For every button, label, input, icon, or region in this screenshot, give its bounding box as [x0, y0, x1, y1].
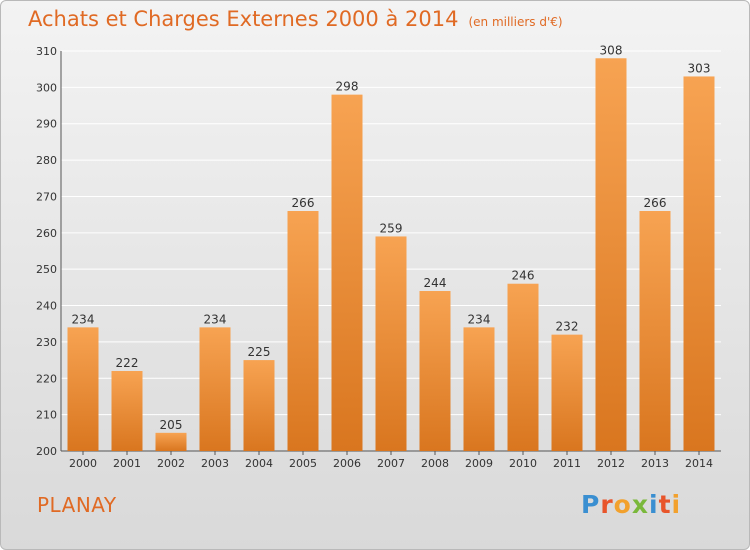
x-tick-label: 2006 — [333, 457, 361, 470]
logo-letter: i — [671, 490, 682, 519]
y-tick-label: 240 — [36, 300, 57, 313]
logo-letter: i — [649, 490, 659, 519]
bar — [419, 291, 451, 451]
y-tick-label: 230 — [36, 336, 57, 349]
bar — [111, 371, 143, 451]
x-tick-label: 2011 — [553, 457, 581, 470]
data-label: 232 — [556, 320, 579, 334]
bar — [683, 76, 715, 452]
x-tick-label: 2003 — [201, 457, 229, 470]
x-tick-label: 2004 — [245, 457, 273, 470]
data-label: 234 — [204, 312, 227, 326]
bar — [551, 334, 583, 451]
x-tick-label: 2002 — [157, 457, 185, 470]
data-labels: 234 222 205 234 225 266 298 259 244 234 246 232 308 2… — [72, 43, 711, 432]
data-label: 259 — [380, 221, 403, 235]
bar — [463, 327, 495, 451]
y-tick-label: 300 — [36, 81, 57, 94]
place-name: PLANAY — [37, 493, 117, 517]
x-tick-label: 2007 — [377, 457, 405, 470]
y-tick-label: 210 — [36, 409, 57, 422]
y-tick-label: 290 — [36, 118, 57, 131]
y-tick-labels: 200 210 220 230 240 250 260 270 280 290 300 310 — [36, 45, 57, 458]
y-tick-label: 310 — [36, 45, 57, 58]
x-tick-label: 2012 — [597, 457, 625, 470]
x-tick-label: 2013 — [641, 457, 669, 470]
data-label: 244 — [424, 276, 447, 290]
bar — [155, 432, 187, 451]
bar — [287, 211, 319, 451]
bar — [243, 360, 275, 451]
data-label: 234 — [468, 312, 491, 326]
data-label: 266 — [644, 196, 667, 210]
bar — [375, 236, 407, 451]
data-label: 225 — [248, 345, 271, 359]
chart-title: Achats et Charges Externes 2000 à 2014 (e… — [28, 7, 563, 31]
data-label: 266 — [292, 196, 315, 210]
x-tick-label: 2014 — [685, 457, 713, 470]
chart-subtitle: (en milliers d'€) — [468, 15, 563, 29]
x-tick-label: 2001 — [113, 457, 141, 470]
bar — [595, 58, 627, 451]
bar — [331, 94, 363, 452]
bar — [639, 211, 671, 451]
x-tick-label: 2000 — [69, 457, 97, 470]
x-tick-label: 2010 — [509, 457, 537, 470]
y-tick-label: 270 — [36, 190, 57, 203]
bar — [507, 283, 539, 451]
logo-letter: t — [658, 490, 672, 519]
x-tick-label: 2008 — [421, 457, 449, 470]
bar — [199, 327, 231, 451]
x-tick-label: 2005 — [289, 457, 317, 470]
data-label: 205 — [160, 418, 183, 432]
y-tick-label: 260 — [36, 227, 57, 240]
bars — [67, 58, 715, 452]
data-label: 308 — [600, 43, 623, 57]
y-tick-label: 280 — [36, 154, 57, 167]
logo-letter: o — [613, 490, 632, 519]
data-label: 298 — [336, 80, 359, 94]
data-label: 303 — [688, 61, 711, 75]
logo-letter: x — [631, 490, 649, 519]
data-label: 246 — [512, 269, 535, 283]
y-tick-label: 250 — [36, 263, 57, 276]
x-tick-labels: 2000 2001 2002 2003 2004 2005 2006 2007 2008 2009… — [69, 457, 713, 470]
bar — [67, 327, 99, 451]
data-label: 222 — [116, 356, 139, 370]
y-tick-label: 200 — [36, 445, 57, 458]
x-tick-label: 2009 — [465, 457, 493, 470]
y-tick-label: 220 — [36, 372, 57, 385]
logo-letter: r — [600, 490, 614, 519]
title-text: Achats et Charges Externes 2000 à 2014 — [28, 7, 459, 31]
data-label: 234 — [72, 312, 95, 326]
logo-letter: P — [581, 490, 601, 519]
proxiti-logo: Proxiti — [581, 490, 681, 519]
